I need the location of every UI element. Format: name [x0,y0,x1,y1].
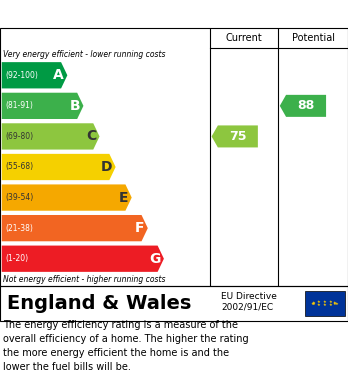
Text: Potential: Potential [292,33,334,43]
Text: ★: ★ [329,300,332,305]
Text: G: G [149,252,160,266]
Text: (21-38): (21-38) [5,224,33,233]
Polygon shape [2,154,116,180]
Text: England & Wales: England & Wales [7,294,191,313]
Text: 88: 88 [298,99,315,112]
Text: C: C [86,129,96,143]
Text: ★: ★ [310,301,314,305]
Polygon shape [2,123,100,150]
Text: (55-68): (55-68) [5,163,33,172]
Polygon shape [2,62,68,88]
Polygon shape [2,215,148,241]
Text: ★: ★ [329,303,332,307]
Text: EU Directive
2002/91/EC: EU Directive 2002/91/EC [221,292,277,312]
Polygon shape [2,246,164,272]
Text: (92-100): (92-100) [5,71,38,80]
Text: F: F [135,221,144,235]
Text: Not energy efficient - higher running costs: Not energy efficient - higher running co… [3,276,166,285]
Text: E: E [119,190,128,204]
Text: Current: Current [226,33,262,43]
Text: Energy Efficiency Rating: Energy Efficiency Rating [10,7,220,22]
Text: (69-80): (69-80) [5,132,33,141]
Bar [304,291,345,316]
Text: ★: ★ [317,300,320,305]
Text: The energy efficiency rating is a measure of the
overall efficiency of a home. T: The energy efficiency rating is a measur… [3,321,249,373]
Polygon shape [2,93,84,119]
Text: (39-54): (39-54) [5,193,33,202]
Text: ★: ★ [317,303,320,307]
Text: ★: ★ [312,302,316,306]
Text: B: B [69,99,80,113]
Text: A: A [53,68,64,82]
Text: Very energy efficient - lower running costs: Very energy efficient - lower running co… [3,50,166,59]
Text: (81-91): (81-91) [5,101,33,110]
Text: ★: ★ [335,301,339,305]
Text: ★: ★ [323,300,326,304]
Text: ★: ★ [333,301,337,305]
Text: ★: ★ [323,303,326,307]
Text: 75: 75 [229,130,247,143]
Polygon shape [212,126,258,147]
Text: D: D [101,160,112,174]
Text: (1-20): (1-20) [5,254,28,263]
Text: ★: ★ [312,301,316,305]
Text: ★: ★ [333,302,337,306]
Polygon shape [2,185,132,211]
Polygon shape [280,95,326,117]
